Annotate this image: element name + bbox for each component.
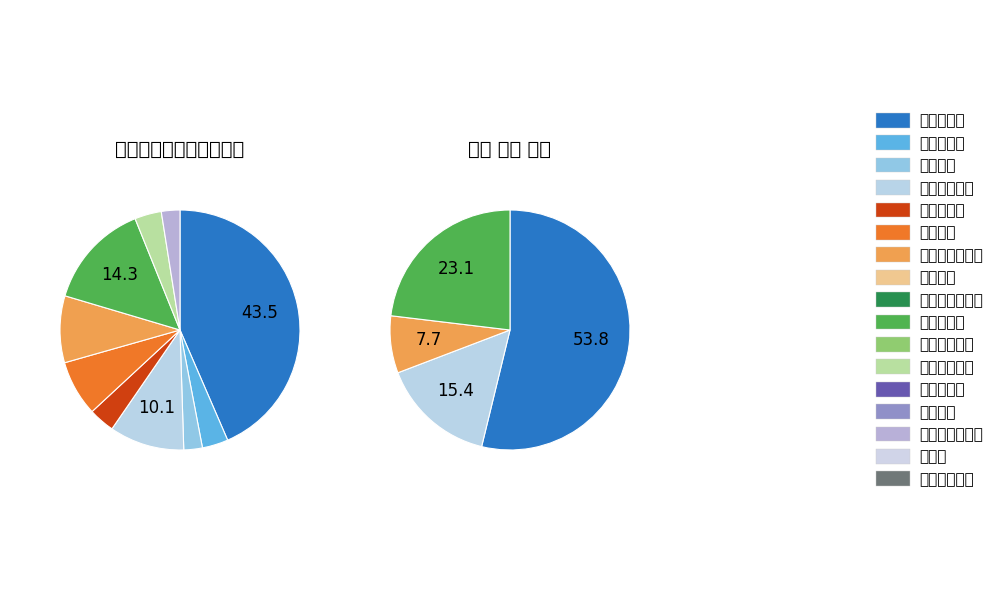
- Wedge shape: [180, 330, 228, 448]
- Wedge shape: [65, 330, 180, 412]
- Wedge shape: [391, 210, 510, 330]
- Wedge shape: [180, 210, 300, 440]
- Wedge shape: [482, 210, 630, 450]
- Wedge shape: [60, 296, 180, 363]
- Text: 7.7: 7.7: [416, 331, 442, 349]
- Title: 石川 雅規 選手: 石川 雅規 選手: [468, 140, 552, 159]
- Title: セ・リーグ全プレイヤー: セ・リーグ全プレイヤー: [115, 140, 245, 159]
- Wedge shape: [65, 219, 180, 330]
- Text: 23.1: 23.1: [437, 260, 474, 278]
- Legend: ストレート, ツーシーム, シュート, カットボール, スプリット, フォーク, チェンジアップ, シンカー, 高速スライダー, スライダー, 縦スライダー, : ストレート, ツーシーム, シュート, カットボール, スプリット, フォーク,…: [872, 109, 987, 491]
- Text: 15.4: 15.4: [438, 382, 474, 400]
- Wedge shape: [112, 330, 184, 450]
- Text: 53.8: 53.8: [573, 331, 609, 349]
- Text: 10.1: 10.1: [138, 399, 175, 417]
- Wedge shape: [92, 330, 180, 429]
- Wedge shape: [180, 330, 202, 450]
- Text: 43.5: 43.5: [241, 304, 278, 322]
- Wedge shape: [135, 211, 180, 330]
- Wedge shape: [161, 210, 180, 330]
- Text: 14.3: 14.3: [101, 266, 138, 284]
- Wedge shape: [398, 330, 510, 446]
- Wedge shape: [390, 316, 510, 373]
